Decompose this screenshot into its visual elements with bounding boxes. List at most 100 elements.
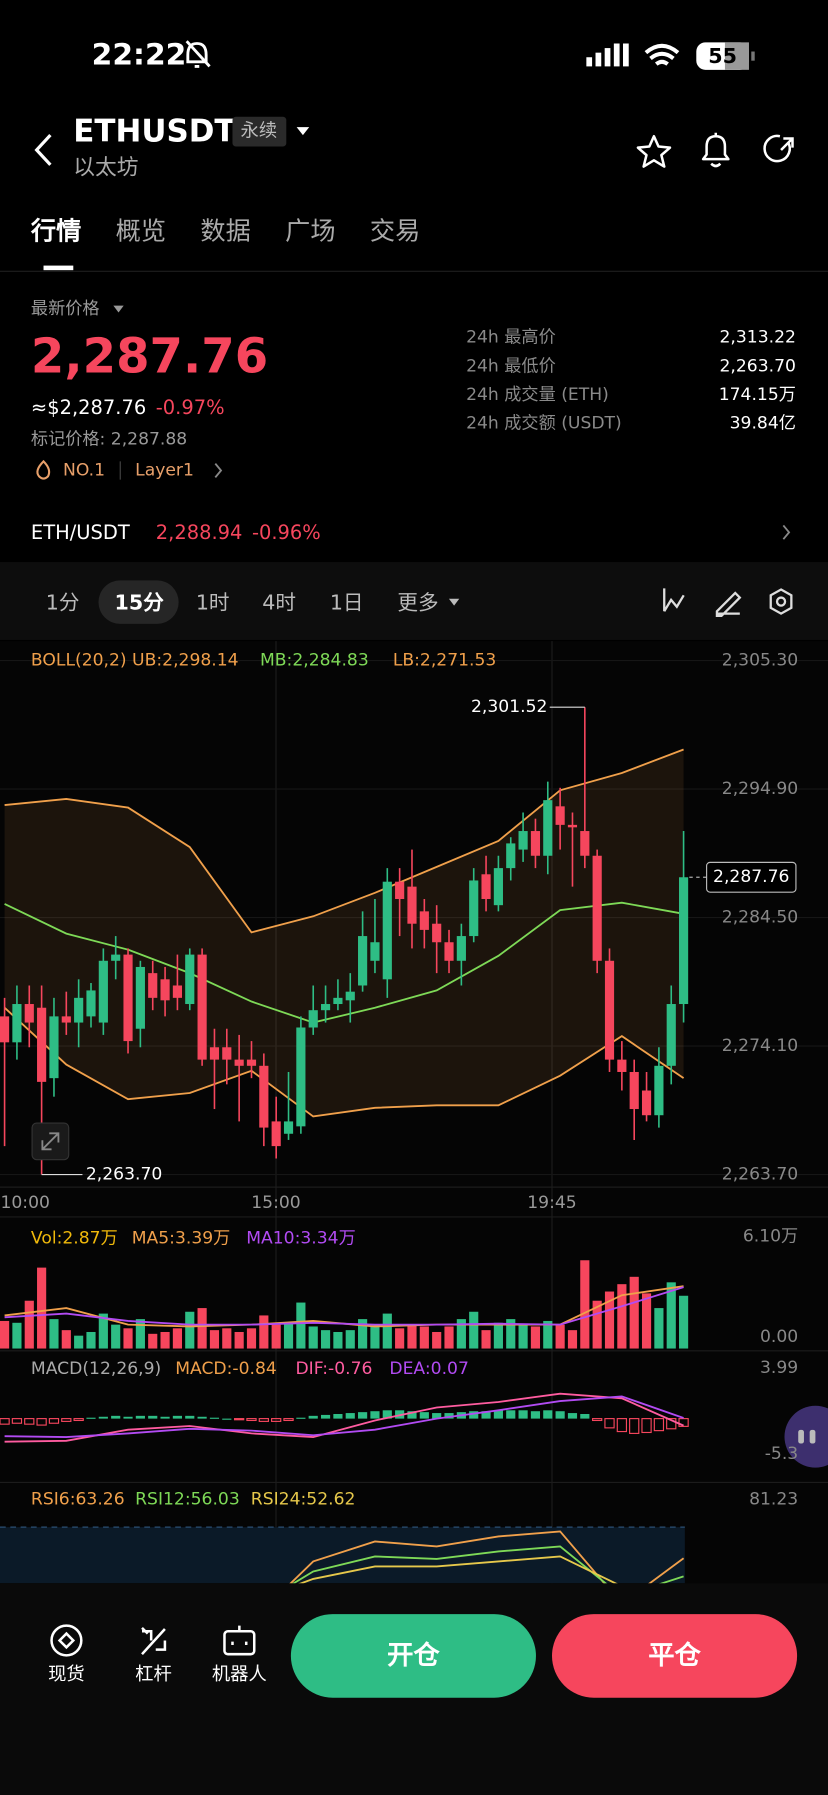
macd-bar — [48, 1418, 60, 1424]
macd-bar — [580, 1413, 590, 1419]
assistant-bubble[interactable] — [784, 1405, 828, 1468]
macd-bar — [358, 1412, 368, 1419]
candle-body — [543, 800, 553, 856]
macd-bar — [543, 1410, 553, 1419]
volume-bar — [567, 1330, 578, 1349]
candle-body — [98, 960, 108, 1023]
candle-body — [185, 954, 195, 1005]
macd-bar — [641, 1418, 652, 1434]
stat-label: 24h 成交量 (ETH) — [466, 385, 609, 405]
macd-bar — [61, 1418, 72, 1422]
candle-body — [320, 1004, 331, 1011]
status-time: 22:22 — [92, 38, 187, 73]
candle-body — [12, 1004, 22, 1043]
interval[interactable]: 更多 — [397, 590, 438, 614]
battery-level: 55 — [708, 44, 737, 68]
spot-change: -0.96% — [252, 521, 321, 544]
volume-bar — [604, 1291, 615, 1349]
macd-bar — [333, 1413, 343, 1419]
last-price-tag-label: 2,287.76 — [713, 867, 789, 887]
symbol-dropdown[interactable] — [296, 127, 310, 136]
back-button[interactable] — [34, 133, 52, 166]
tab[interactable]: 交易 — [370, 216, 420, 245]
candle-body — [555, 806, 565, 825]
macd-bar — [382, 1410, 392, 1419]
macd-bar — [111, 1415, 121, 1419]
volume-bar — [24, 1300, 34, 1349]
share-button[interactable] — [763, 134, 794, 163]
x-tick-label: 19:45 — [527, 1193, 576, 1213]
spot-more[interactable] — [782, 524, 791, 540]
interval[interactable]: 1时 — [196, 590, 230, 614]
macd-bar — [604, 1418, 615, 1429]
interval[interactable]: 4时 — [262, 590, 296, 614]
vol-tick-label: 0.00 — [760, 1327, 798, 1347]
candle-body — [135, 966, 145, 1029]
action[interactable]: 机器人 — [212, 1664, 267, 1685]
draw-button[interactable] — [715, 591, 742, 618]
volume-bar — [259, 1315, 269, 1349]
volume-bar — [296, 1302, 306, 1349]
vol-ma10 — [4, 1286, 684, 1326]
macd-bar — [345, 1413, 355, 1419]
badge-bg — [232, 116, 287, 147]
volume-bar — [222, 1328, 232, 1349]
volume-bar — [493, 1322, 503, 1349]
indicator-button[interactable] — [663, 588, 685, 612]
macd-bar — [481, 1411, 491, 1419]
stat-label: 24h 成交额 (USDT) — [466, 414, 622, 434]
volume-bar — [98, 1313, 108, 1349]
spot-pair: ETH/USDT — [31, 521, 130, 544]
tab[interactable]: 数据 — [200, 216, 250, 245]
candle-body — [641, 1090, 652, 1116]
rsi24-label: RSI24:52.62 — [251, 1490, 356, 1510]
y-tick-label: 2,305.30 — [722, 651, 798, 671]
candle-body — [333, 997, 343, 1005]
low-label: 2,263.70 — [86, 1165, 162, 1185]
rsi-line — [298, 1555, 618, 1584]
settings-button[interactable] — [769, 588, 793, 615]
interval[interactable]: 1分 — [46, 590, 80, 614]
dif-label: DIF:-0.76 — [295, 1359, 372, 1379]
price-label: 最新价格 — [31, 299, 100, 319]
macd-bar — [246, 1418, 257, 1422]
macd-bar — [209, 1417, 220, 1419]
favorite-button[interactable] — [636, 134, 672, 168]
lb-label: LB:2,271.53 — [393, 651, 497, 671]
volume-bar — [530, 1326, 541, 1349]
stat-value: 39.84亿 — [730, 414, 796, 434]
interval[interactable]: 15分 — [115, 590, 165, 614]
macd-bar — [135, 1415, 145, 1419]
tab-indicator — [43, 265, 74, 271]
alert-button[interactable] — [701, 132, 730, 168]
volume-bar — [592, 1300, 602, 1349]
tab[interactable]: 广场 — [285, 216, 335, 245]
macd-bar — [493, 1410, 503, 1419]
open-button[interactable] — [290, 1614, 536, 1698]
volume-bar — [74, 1335, 84, 1349]
tab[interactable]: 行情 — [30, 216, 81, 245]
candle-body — [432, 923, 442, 943]
macd-bar — [518, 1410, 528, 1419]
candle-body — [580, 831, 590, 856]
close-button[interactable] — [552, 1614, 798, 1698]
macd-bar — [432, 1413, 442, 1419]
tab[interactable]: 概览 — [116, 216, 166, 245]
stat-label: 24h 最低价 — [466, 356, 556, 376]
macd-bar — [0, 1418, 10, 1425]
sector-more[interactable] — [214, 463, 223, 478]
interval[interactable]: 1日 — [330, 590, 364, 614]
macd-label: MACD(12,26,9) — [31, 1359, 161, 1379]
macd-dea — [4, 1395, 684, 1439]
candle-body — [481, 874, 491, 899]
volume-bar — [234, 1331, 244, 1349]
action[interactable]: 杠杆 — [135, 1664, 172, 1685]
rsi-line — [292, 1545, 684, 1584]
price-label-caret[interactable] — [113, 305, 124, 313]
candle-body — [679, 877, 689, 1005]
last-price: 2,287.76 — [31, 328, 268, 384]
mark-price: 标记价格: 2,287.88 — [31, 430, 187, 450]
action[interactable]: 现货 — [48, 1664, 85, 1685]
volume-bar — [580, 1260, 590, 1349]
